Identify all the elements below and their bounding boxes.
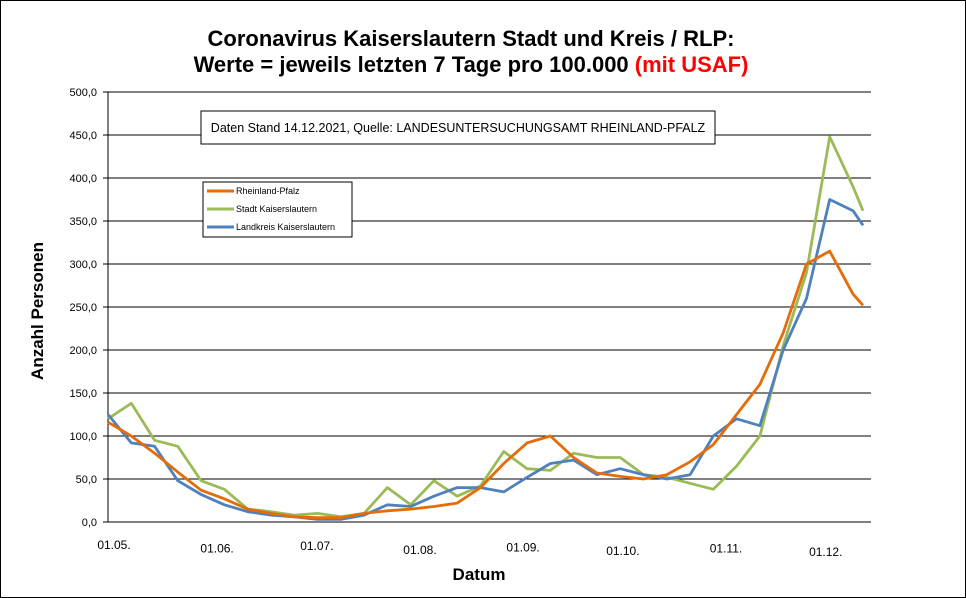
annotation-frame [200,110,716,145]
y-tick-label: 350,0 [69,216,97,228]
y-tick-label: 150,0 [69,388,97,400]
x-tick-label: 01.06. [200,542,233,556]
y-axis-title: Anzahl Personen [28,242,47,380]
y-tick-label: 500,0 [69,87,97,99]
chart-title-line1: Coronavirus Kaiserslautern Stadt und Kre… [208,26,735,51]
x-tick-label: 01.12. [809,545,842,559]
x-axis-title: Datum [453,565,506,584]
annotation-box: Daten Stand 14.12.2021, Quelle: LANDESUN… [200,110,716,145]
legend-label: Stadt Kaiserslautern [236,204,317,214]
y-tick-label: 300,0 [69,259,97,271]
y-tick-label: 50,0 [76,474,97,486]
title-highlight: (mit USAF) [635,52,749,77]
annotation-text: Daten Stand 14.12.2021, Quelle: LANDESUN… [211,121,706,135]
x-tick-label: 01.09. [506,540,539,554]
x-tick-label: 01.05. [97,538,130,552]
y-tick-label: 450,0 [69,130,97,142]
series-line-landkreis-kaiserslautern [106,198,865,521]
x-tick-label: 01.08. [403,543,436,557]
x-tick-label: 01.10. [606,544,639,558]
y-tick-label: 250,0 [69,302,97,314]
y-tick-label: 400,0 [69,173,97,185]
x-tick-labels: 01.05. 01.06. 01.07. 01.08. 01.09. 01.10. 01.1… [97,538,842,559]
legend: Rheinland-Pfalz Stadt Kaiserslautern Landk… [202,181,353,238]
series-lines [106,135,865,521]
gridlines [103,91,871,523]
series-line-rheinland-pfalz [107,249,865,520]
y-tick-labels: 0,0 50,0 100,0 150,0 200,0 250,0 300,0 350,0 400… [69,87,97,529]
y-tick-label: 200,0 [69,345,97,357]
title-main: Werte = jeweils letzten 7 Tage pro 100.0… [194,52,635,77]
legend-label: Landkreis Kaiserslautern [236,222,335,232]
x-tick-label: 01.07. [300,539,333,553]
chart-title-line2: Werte = jeweils letzten 7 Tage pro 100.0… [194,52,749,77]
x-tick-label: 01.11. [710,542,742,556]
series-line-stadt-kaiserslautern [107,135,865,519]
legend-label: Rheinland-Pfalz [236,186,300,196]
y-tick-label: 0,0 [82,517,97,529]
y-tick-label: 100,0 [69,431,97,443]
